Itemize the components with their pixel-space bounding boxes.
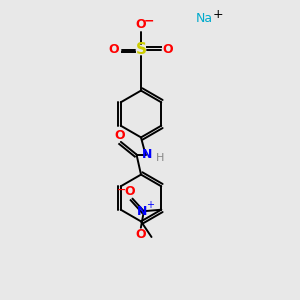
Text: S: S bbox=[136, 42, 146, 57]
Text: N: N bbox=[142, 148, 152, 161]
Text: O: O bbox=[114, 129, 125, 142]
Text: +: + bbox=[212, 8, 223, 22]
Text: O: O bbox=[136, 18, 146, 32]
Text: H: H bbox=[156, 153, 164, 163]
Text: O: O bbox=[136, 228, 146, 241]
Text: N: N bbox=[137, 205, 148, 218]
Text: −: − bbox=[117, 185, 127, 195]
Text: Na: Na bbox=[195, 11, 213, 25]
Text: O: O bbox=[124, 184, 135, 198]
Text: −: − bbox=[144, 14, 155, 27]
Text: O: O bbox=[163, 43, 173, 56]
Text: O: O bbox=[109, 43, 119, 56]
Text: +: + bbox=[146, 200, 154, 210]
